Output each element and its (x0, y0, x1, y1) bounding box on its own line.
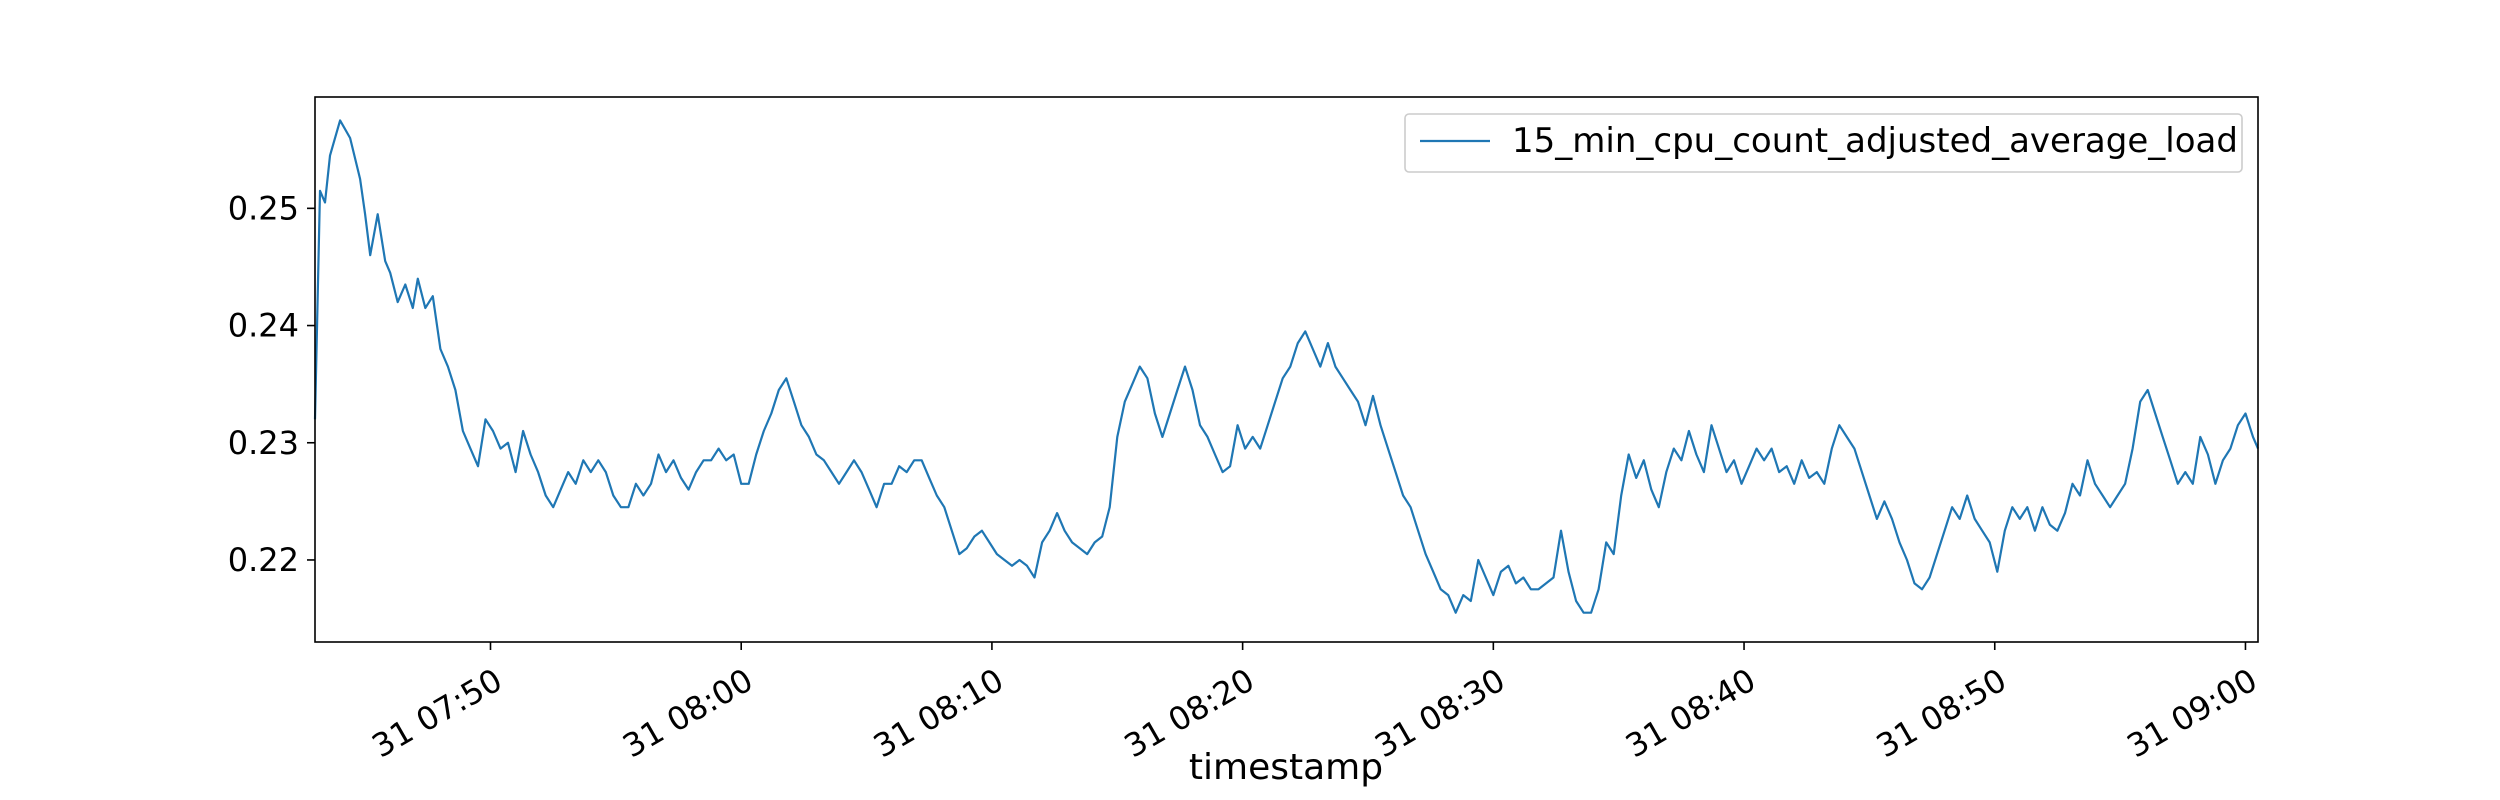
y-tick-label: 0.22 (228, 541, 299, 579)
y-tick-label: 0.25 (228, 189, 299, 227)
legend-label: 15_min_cpu_count_adjusted_average_load (1512, 121, 2238, 161)
y-tick-label: 0.23 (228, 424, 299, 462)
legend: 15_min_cpu_count_adjusted_average_load (1404, 113, 2243, 173)
legend-box (1404, 113, 2243, 173)
series-line (313, 119, 2260, 614)
y-tick-label: 0.24 (228, 307, 299, 345)
plot-area-frame (314, 96, 2259, 643)
x-axis-title: timestamp (1189, 747, 1383, 788)
y-axis-ticks: 0.22 0.23 0.24 0.25 (228, 189, 315, 579)
